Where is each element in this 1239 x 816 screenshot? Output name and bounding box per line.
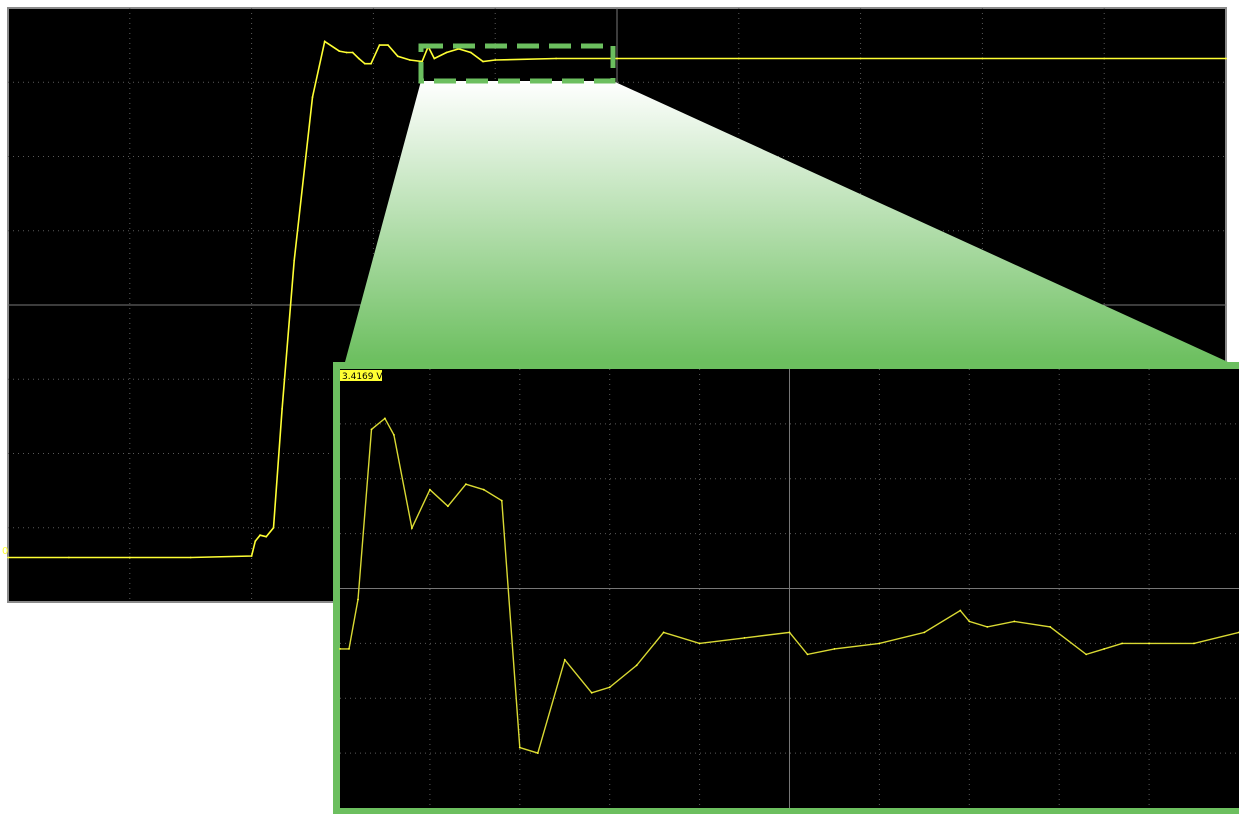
zoom-data-point bbox=[986, 626, 989, 628]
main-data-point bbox=[250, 555, 253, 557]
zoom-data-point bbox=[1121, 642, 1123, 645]
zoom-data-point bbox=[411, 527, 413, 529]
zoom-trace-points bbox=[339, 417, 1239, 754]
zoom-data-point bbox=[357, 598, 359, 601]
main-data-point bbox=[409, 59, 411, 61]
zoom-data-point bbox=[429, 488, 431, 491]
main-waveform-trace bbox=[8, 40, 1226, 559]
main-data-point bbox=[68, 556, 70, 559]
zoom-data-point bbox=[1103, 648, 1106, 650]
main-data-point bbox=[7, 556, 9, 559]
zoom-data-point bbox=[465, 483, 467, 486]
zoom-data-point bbox=[563, 658, 566, 661]
main-data-point bbox=[433, 57, 436, 60]
main-data-point bbox=[1225, 57, 1227, 60]
main-trace-points bbox=[7, 40, 1227, 559]
zoom-data-point bbox=[384, 417, 386, 420]
main-data-point bbox=[616, 57, 618, 60]
zoom-data-point bbox=[959, 609, 962, 612]
main-data-point bbox=[396, 55, 399, 58]
readout-badge bbox=[340, 370, 382, 381]
main-data-point bbox=[387, 44, 389, 46]
main-data-point bbox=[254, 540, 257, 542]
main-data-point bbox=[357, 57, 360, 60]
main-data-point bbox=[272, 526, 275, 529]
zoom-data-point bbox=[1013, 620, 1016, 623]
main-data-point bbox=[445, 51, 448, 54]
zoom-funnel bbox=[345, 81, 1228, 362]
main-data-point bbox=[482, 60, 484, 63]
main-data-point bbox=[128, 556, 131, 559]
zoom-data-point bbox=[393, 434, 395, 436]
zoom-data-point bbox=[536, 752, 539, 754]
zoom-data-point bbox=[806, 653, 809, 656]
zoom-data-point bbox=[482, 488, 485, 491]
zoom-data-point bbox=[1049, 626, 1052, 628]
zoom-data-point bbox=[1148, 642, 1150, 645]
main-data-point bbox=[189, 556, 192, 559]
main-data-point bbox=[555, 57, 557, 60]
main-data-point bbox=[281, 408, 283, 410]
zoomed-oscilloscope-screen: 3.4169 V bbox=[333, 362, 1239, 814]
zoom-data-point bbox=[518, 746, 521, 749]
zoom-data-point bbox=[878, 642, 881, 645]
main-data-point bbox=[981, 57, 984, 60]
zoom-data-point bbox=[348, 648, 350, 650]
zoom-data-point bbox=[698, 642, 701, 645]
zoom-data-point bbox=[743, 637, 746, 639]
zoom-data-point bbox=[1085, 653, 1088, 656]
voltage-readout: 3.4169 V bbox=[342, 372, 383, 382]
main-data-point bbox=[345, 51, 348, 54]
ground-marker: 0 bbox=[2, 546, 8, 557]
zoom-data-point bbox=[968, 620, 971, 623]
main-data-point bbox=[351, 51, 354, 54]
main-data-point bbox=[323, 40, 326, 43]
main-data-point bbox=[364, 62, 366, 65]
zoom-data-point bbox=[635, 664, 638, 667]
main-data-point bbox=[469, 51, 472, 54]
main-data-point bbox=[859, 57, 862, 60]
zoom-data-point bbox=[339, 648, 341, 650]
zoom-data-point bbox=[788, 631, 791, 634]
main-data-point bbox=[378, 44, 381, 46]
zoom-selection-box bbox=[418, 43, 616, 84]
main-data-point bbox=[259, 534, 261, 537]
zoom-data-point bbox=[662, 631, 665, 634]
zoom-data-point bbox=[370, 428, 373, 431]
zoom-data-point bbox=[923, 631, 926, 634]
main-data-point bbox=[265, 535, 268, 538]
zoom-data-point bbox=[447, 505, 449, 508]
zoom-data-point bbox=[500, 499, 503, 502]
main-data-point bbox=[494, 59, 497, 61]
zoom-highlight bbox=[345, 43, 1228, 362]
zoom-data-point bbox=[590, 691, 593, 694]
main-data-point bbox=[737, 57, 740, 60]
main-data-point bbox=[421, 60, 423, 63]
zoom-data-point bbox=[833, 648, 836, 650]
main-data-point bbox=[293, 259, 296, 262]
main-data-point bbox=[1103, 57, 1106, 60]
main-data-point bbox=[370, 62, 372, 65]
zoom-data-point bbox=[1193, 642, 1195, 645]
zoom-data-point bbox=[608, 686, 611, 689]
main-data-point bbox=[311, 96, 314, 98]
main-data-point bbox=[338, 50, 341, 52]
zoom-grid bbox=[340, 369, 1239, 808]
